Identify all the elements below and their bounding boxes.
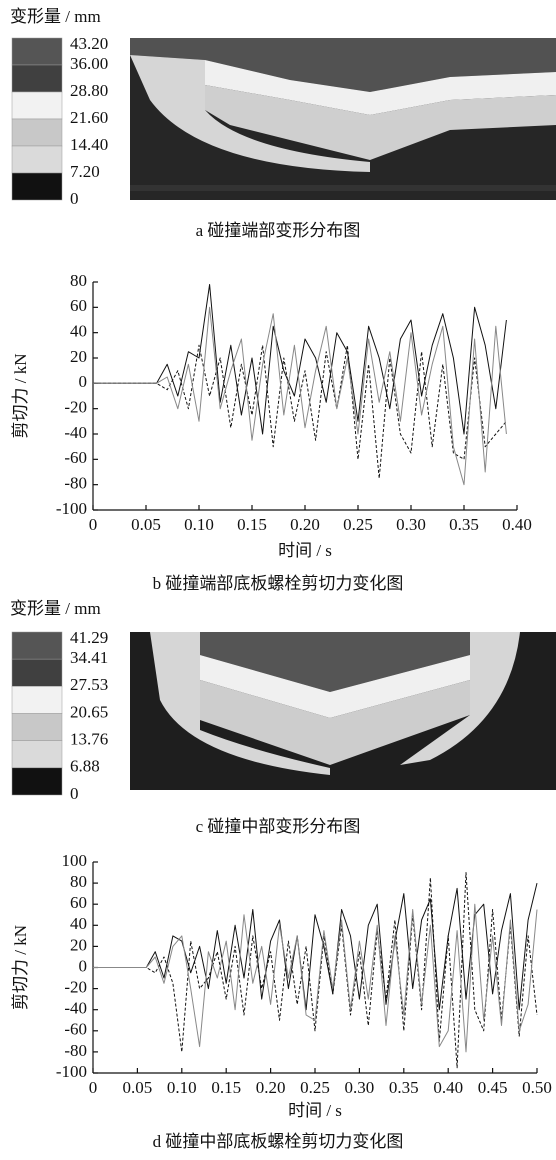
legend-label: 20.65 (70, 702, 108, 721)
legend-label: 28.80 (70, 81, 108, 100)
y-tick-label: 60 (70, 893, 87, 912)
x-tick-label: 0.40 (433, 1078, 463, 1097)
deformation-image-a (130, 38, 556, 200)
x-tick-label: 0.35 (449, 515, 479, 534)
x-axis-label: 时间 / s (278, 541, 332, 560)
y-tick-label: -40 (64, 423, 87, 442)
y-tick-label: -80 (64, 474, 87, 493)
y-tick-label: 80 (70, 872, 87, 891)
y-tick-label: 80 (70, 271, 87, 290)
x-tick-label: 0.40 (502, 515, 532, 534)
y-tick-label: 40 (70, 322, 87, 341)
y-tick-label: -60 (64, 448, 87, 467)
y-axis-label: 剪切力 / kN (11, 354, 30, 439)
x-tick-label: 0.35 (389, 1078, 419, 1097)
color-band (11, 145, 63, 174)
x-tick-label: 0.20 (256, 1078, 286, 1097)
legend-label: 41.29 (70, 628, 108, 647)
legend-label: 36.00 (70, 54, 108, 73)
series-line (93, 306, 507, 486)
x-tick-label: 0.30 (345, 1078, 375, 1097)
x-tick-label: 0.10 (184, 515, 214, 534)
legend-title: 变形量 / mm (10, 7, 101, 26)
caption: b 碰撞端部底板螺栓剪切力变化图 (153, 574, 404, 593)
series-line (93, 882, 538, 1011)
x-tick-label: 0.05 (131, 515, 161, 534)
x-tick-label: 0.15 (211, 1078, 241, 1097)
x-tick-label: 0.10 (167, 1078, 197, 1097)
x-tick-label: 0.25 (300, 1078, 330, 1097)
x-tick-label: 0.20 (290, 515, 320, 534)
color-band (11, 91, 63, 120)
legend-label: 6.88 (70, 757, 100, 776)
color-band (11, 172, 63, 201)
color-band (11, 740, 63, 769)
legend-label: 7.20 (70, 162, 100, 181)
color-band (11, 37, 63, 66)
legend-label: 21.60 (70, 108, 108, 127)
y-tick-label: -100 (56, 499, 87, 518)
x-axis-label: 时间 / s (288, 1101, 342, 1120)
x-tick-label: 0.50 (522, 1078, 552, 1097)
color-band (11, 64, 63, 93)
y-tick-label: -100 (56, 1062, 87, 1081)
y-axis-label: 剪切力 / kN (11, 925, 30, 1010)
series-line (93, 872, 538, 1069)
x-tick-label: 0.25 (343, 515, 373, 534)
deformation-image-c (130, 632, 556, 790)
x-tick-label: 0.15 (237, 515, 267, 534)
color-band (11, 767, 63, 796)
y-tick-label: 20 (70, 347, 87, 366)
series-line (93, 903, 538, 1053)
caption: d 碰撞中部底板螺栓剪切力变化图 (153, 1132, 404, 1151)
x-tick-label: 0 (89, 515, 98, 534)
series-line (93, 344, 507, 479)
y-tick-label: -60 (64, 1020, 87, 1039)
y-tick-label: 0 (79, 956, 88, 975)
x-tick-label: 0.30 (396, 515, 426, 534)
legend-label: 13.76 (70, 730, 108, 749)
caption: a 碰撞端部变形分布图 (196, 221, 361, 240)
y-tick-label: 0 (79, 372, 88, 391)
color-band (11, 713, 63, 741)
color-band (11, 118, 63, 147)
series-line (93, 284, 507, 435)
color-band (11, 686, 63, 714)
y-tick-label: -40 (64, 999, 87, 1018)
y-tick-label: -20 (64, 978, 87, 997)
y-tick-label: -20 (64, 398, 87, 417)
legend-label: 27.53 (70, 675, 108, 694)
x-tick-label: 0 (89, 1078, 98, 1097)
legend-label: 14.40 (70, 135, 108, 154)
legend-label: 0 (70, 189, 79, 208)
y-tick-label: 20 (70, 935, 87, 954)
x-tick-label: 0.05 (123, 1078, 153, 1097)
y-tick-label: 100 (62, 851, 88, 870)
y-tick-label: 60 (70, 296, 87, 315)
legend-title: 变形量 / mm (10, 599, 101, 618)
y-tick-label: -80 (64, 1041, 87, 1060)
color-band (11, 631, 63, 660)
caption: c 碰撞中部变形分布图 (196, 817, 361, 836)
legend-label: 43.20 (70, 34, 108, 53)
legend-label: 34.41 (70, 648, 108, 667)
color-band (11, 658, 63, 687)
legend-label: 0 (70, 784, 79, 803)
y-tick-label: 40 (70, 914, 87, 933)
x-tick-label: 0.45 (478, 1078, 508, 1097)
